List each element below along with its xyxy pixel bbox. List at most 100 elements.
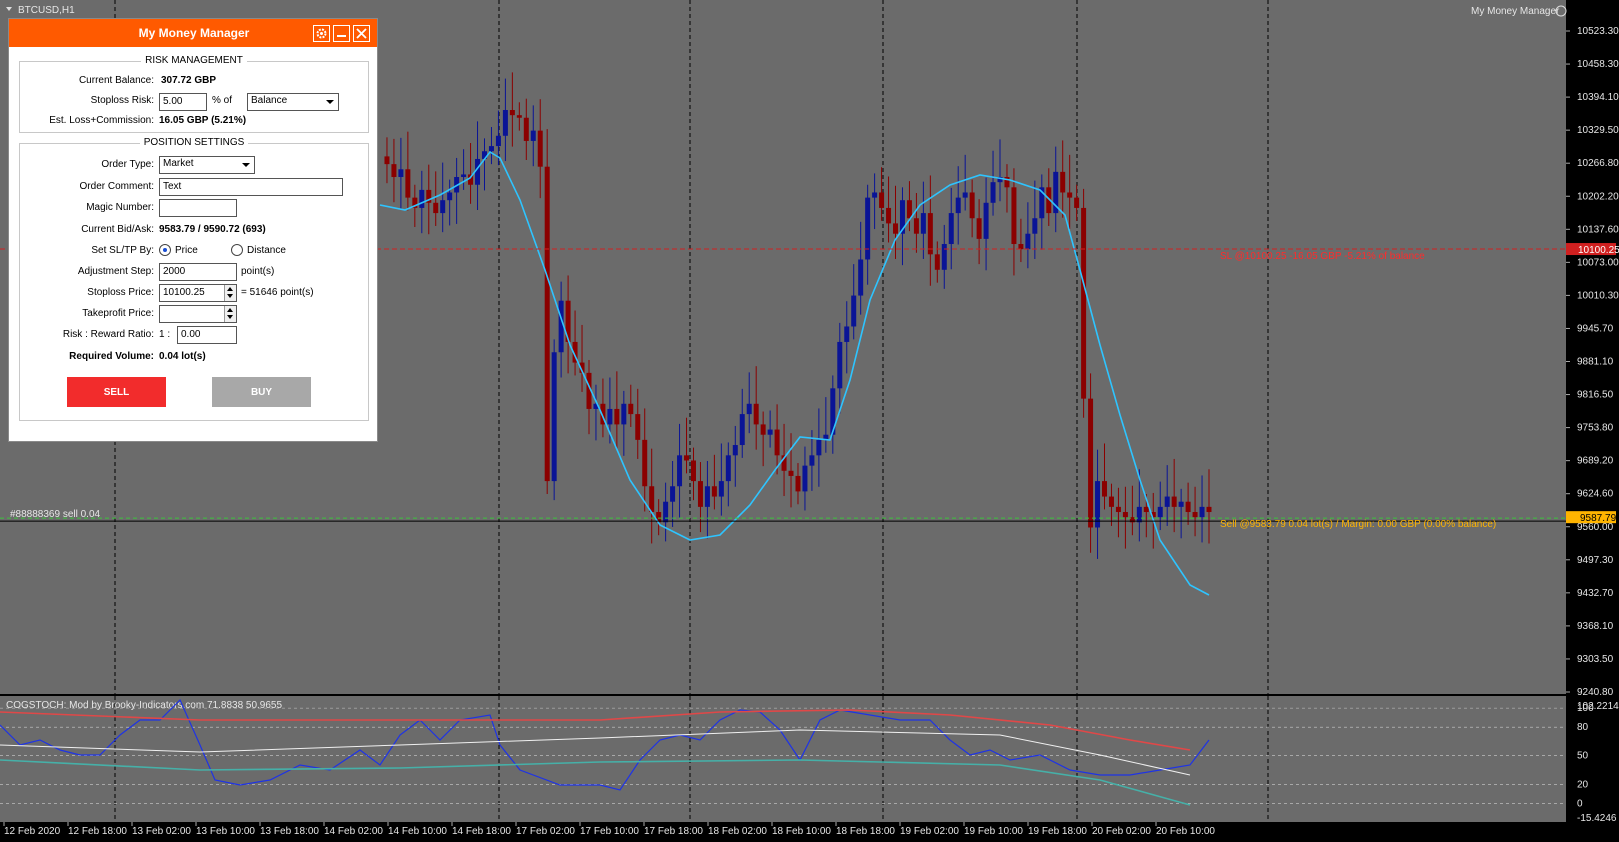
- price-label: 9303.50: [1577, 654, 1614, 665]
- stoploss-price-tag-text: 10100.25: [1578, 245, 1619, 256]
- adjustment-step-input[interactable]: 2000: [159, 263, 237, 281]
- time-label: 18 Feb 02:00: [708, 826, 767, 837]
- minimize-icon[interactable]: [333, 25, 350, 42]
- bear-candle: [649, 486, 655, 513]
- bull-candle: [802, 465, 808, 492]
- bear-candle: [516, 115, 522, 118]
- panel-titlebar[interactable]: My Money Manager: [9, 19, 377, 47]
- bull-candle: [475, 158, 481, 185]
- indicator-scale-label: -15.4246: [1577, 813, 1617, 824]
- indicator-scale-label: 80: [1577, 722, 1589, 733]
- bear-candle: [1046, 187, 1052, 214]
- time-label: 13 Feb 02:00: [132, 826, 191, 837]
- balance-value: 307.72 GBP: [161, 75, 217, 86]
- bear-candle: [788, 470, 794, 476]
- price-label: 9497.30: [1577, 555, 1614, 566]
- bear-candle: [1115, 506, 1121, 513]
- bull-candle: [440, 200, 446, 214]
- settings-gear-icon[interactable]: [313, 25, 330, 42]
- arrow-up-icon[interactable]: [227, 308, 233, 312]
- price-label: 10329.50: [1577, 125, 1619, 136]
- bull-candle: [607, 408, 613, 425]
- sltp-distance-radio[interactable]: [231, 244, 243, 256]
- stoploss-price-spinner[interactable]: [224, 285, 236, 301]
- magic-number-input[interactable]: [159, 199, 237, 217]
- buy-button[interactable]: BUY: [212, 377, 311, 407]
- risk-section-title: RISK MANAGEMENT: [141, 55, 247, 66]
- indicator-scale-label: 0: [1577, 798, 1583, 809]
- time-label: 17 Feb 18:00: [644, 826, 703, 837]
- stoploss-risk-input[interactable]: 5.00: [159, 93, 207, 111]
- risk-reward-prefix: 1 :: [159, 329, 171, 340]
- chevron-down-icon: [242, 163, 250, 167]
- bear-candle: [1206, 506, 1212, 513]
- bear-candle: [384, 156, 390, 165]
- stoploss-points-label: = 51646 point(s): [241, 287, 314, 298]
- bear-candle: [1171, 496, 1177, 507]
- close-icon[interactable]: [353, 25, 370, 42]
- bear-candle: [1088, 398, 1094, 528]
- bid-price-tag-text: 9587.79: [1580, 513, 1617, 524]
- risk-basis-selected: Balance: [251, 95, 288, 106]
- bear-candle: [913, 218, 919, 234]
- stoploss-price-input[interactable]: 10100.25: [159, 284, 237, 302]
- bull-candle: [495, 135, 501, 147]
- bull-candle: [997, 177, 1003, 183]
- bear-candle: [572, 341, 578, 363]
- bull-candle: [851, 295, 857, 327]
- stoploss-price-tag: [1566, 243, 1616, 256]
- takeprofit-price-spinner[interactable]: [224, 306, 236, 322]
- bear-candle: [579, 362, 585, 373]
- price-label: 10010.30: [1577, 290, 1619, 301]
- time-label: 13 Feb 18:00: [260, 826, 319, 837]
- bull-candle: [823, 434, 829, 440]
- sell-button[interactable]: SELL: [67, 377, 166, 407]
- bear-candle: [544, 166, 550, 482]
- arrow-up-icon[interactable]: [227, 287, 233, 291]
- est-loss-value: 16.05 GBP (5.21%): [159, 115, 247, 126]
- bear-candle: [656, 512, 662, 523]
- cog-mid-band: [0, 729, 1191, 776]
- sltp-price-radio[interactable]: [159, 244, 171, 256]
- bear-candle: [635, 414, 641, 440]
- bear-candle: [1122, 512, 1128, 518]
- bull-candle: [551, 352, 557, 482]
- risk-basis-dropdown[interactable]: Balance: [247, 93, 339, 111]
- required-volume-value: 0.04 lot(s): [159, 351, 206, 362]
- price-label: 10073.00: [1577, 257, 1619, 268]
- price-label: 9753.80: [1577, 423, 1614, 434]
- order-type-dropdown[interactable]: Market: [159, 156, 255, 174]
- bear-candle: [934, 254, 940, 270]
- time-label: 13 Feb 10:00: [196, 826, 255, 837]
- time-label: 14 Feb 10:00: [388, 826, 447, 837]
- order-label: #88888369 sell 0.04: [10, 509, 101, 520]
- risk-reward-label: Risk : Reward Ratio:: [62, 329, 154, 340]
- chevron-down-icon: [326, 100, 334, 104]
- takeprofit-price-input[interactable]: [159, 305, 237, 323]
- bull-candle: [502, 110, 508, 136]
- arrow-down-icon[interactable]: [227, 315, 233, 319]
- price-scale-area: [1566, 0, 1619, 842]
- bull-candle: [962, 192, 968, 198]
- arrow-down-icon[interactable]: [227, 294, 233, 298]
- indicator-scale-label: 50: [1577, 751, 1589, 762]
- bull-candle: [809, 455, 815, 466]
- bear-candle: [711, 486, 717, 497]
- bear-candle: [893, 223, 899, 234]
- bid-price-tag: [1566, 511, 1616, 524]
- risk-management-group: RISK MANAGEMENT: [19, 55, 369, 133]
- bear-candle: [1081, 207, 1087, 399]
- bull-candle: [1136, 506, 1142, 523]
- risk-reward-input[interactable]: 0.00: [177, 326, 237, 344]
- order-comment-input[interactable]: Text: [159, 178, 343, 196]
- bull-candle: [621, 403, 627, 425]
- panel-title: My Money Manager: [138, 26, 250, 40]
- bull-candle: [865, 197, 871, 260]
- bull-candle: [858, 259, 864, 296]
- required-volume-label: Required Volume:: [69, 351, 154, 362]
- price-label: 9945.70: [1577, 323, 1614, 334]
- bear-candle: [426, 189, 432, 203]
- bull-candle: [746, 403, 752, 415]
